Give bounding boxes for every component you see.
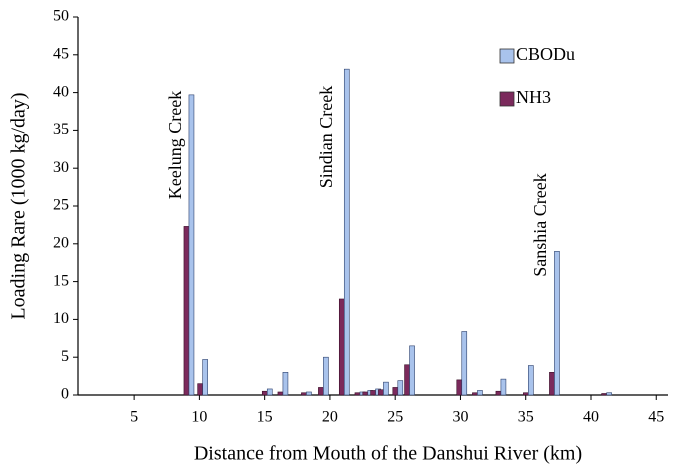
y-tick-label: 25 bbox=[53, 197, 69, 214]
y-tick-label: 40 bbox=[53, 83, 69, 100]
bar bbox=[606, 392, 612, 396]
legend-label: CBODu bbox=[516, 44, 575, 64]
x-tick-label: 40 bbox=[583, 409, 599, 426]
bar bbox=[461, 331, 468, 396]
bar bbox=[323, 356, 329, 396]
bar bbox=[601, 393, 607, 396]
bar bbox=[188, 94, 195, 396]
bar bbox=[202, 359, 208, 396]
x-axis-label: Distance from Mouth of the Danshui River… bbox=[194, 443, 582, 465]
x-tick-label: 5 bbox=[130, 409, 138, 426]
bar bbox=[197, 383, 203, 396]
x-tick-label: 10 bbox=[191, 409, 207, 426]
annotation: Sanshia Creek bbox=[530, 173, 550, 276]
y-tick-label: 35 bbox=[53, 121, 69, 138]
annotation: Keelung Creek bbox=[165, 91, 185, 199]
bar bbox=[477, 390, 483, 396]
bar bbox=[397, 380, 404, 396]
bar bbox=[266, 388, 273, 396]
legend-swatch bbox=[499, 91, 515, 107]
bar bbox=[354, 392, 361, 396]
legend-swatch bbox=[499, 48, 515, 64]
bar bbox=[392, 387, 399, 396]
y-axis-label: Loading Rare (1000 kg/day) bbox=[8, 92, 30, 319]
bar bbox=[343, 68, 350, 396]
y-tick-label: 30 bbox=[53, 159, 69, 176]
y-tick-label: 10 bbox=[53, 310, 69, 327]
bar bbox=[318, 387, 324, 396]
y-tick-label: 5 bbox=[61, 348, 69, 365]
bar bbox=[301, 392, 307, 396]
bar bbox=[500, 378, 507, 396]
bar bbox=[554, 251, 560, 396]
bar bbox=[549, 372, 555, 396]
bar bbox=[409, 345, 415, 396]
bar bbox=[495, 390, 502, 396]
legend-label: NH3 bbox=[516, 87, 551, 107]
x-tick-label: 45 bbox=[648, 409, 664, 426]
bar bbox=[523, 392, 529, 396]
x-tick-label: 30 bbox=[452, 409, 468, 426]
x-tick-label: 20 bbox=[322, 409, 338, 426]
bar bbox=[456, 379, 463, 396]
bar bbox=[277, 391, 284, 396]
bar bbox=[528, 365, 534, 396]
y-tick-label: 20 bbox=[53, 234, 69, 251]
bar bbox=[404, 364, 410, 396]
x-tick-label: 25 bbox=[387, 409, 403, 426]
x-tick-label: 35 bbox=[518, 409, 534, 426]
bar bbox=[306, 391, 312, 396]
y-tick-label: 50 bbox=[53, 8, 69, 25]
bar bbox=[183, 226, 190, 396]
y-tick-label: 45 bbox=[53, 45, 69, 62]
bar bbox=[338, 298, 345, 396]
y-tick-label: 0 bbox=[61, 386, 69, 403]
bar bbox=[370, 390, 376, 396]
bar bbox=[282, 372, 289, 396]
bar bbox=[362, 391, 369, 396]
bar bbox=[261, 390, 268, 396]
bar bbox=[472, 392, 478, 396]
bar bbox=[383, 381, 389, 396]
annotation: Sindian Creek bbox=[316, 86, 336, 188]
y-tick-label: 15 bbox=[53, 272, 69, 289]
bar bbox=[378, 389, 384, 396]
x-tick-label: 15 bbox=[257, 409, 273, 426]
